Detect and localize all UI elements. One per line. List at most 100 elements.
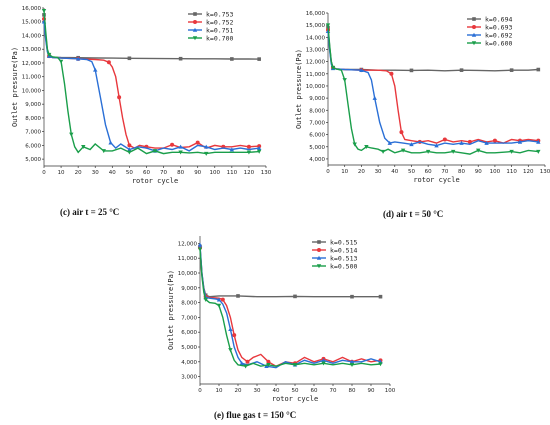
data-point [195, 140, 200, 145]
x-tick-label: 130 [261, 170, 272, 176]
data-point [228, 348, 233, 353]
legend-marker [193, 20, 197, 24]
legend-entry: k=0.500 [330, 262, 357, 270]
data-point [359, 67, 364, 72]
x-tick-label: 40 [109, 170, 116, 176]
y-axis-label: Outlet pressure(Pa) [167, 270, 175, 350]
data-point [372, 95, 377, 100]
data-point [170, 142, 175, 147]
data-point [536, 149, 541, 154]
series-line [43, 10, 260, 155]
data-point [41, 8, 47, 13]
series-k=0.692 [325, 29, 541, 148]
y-tick-label: 16,000 [306, 11, 326, 17]
data-point [292, 362, 298, 367]
data-point [152, 149, 158, 154]
x-tick-label: 20 [235, 388, 242, 394]
x-tick-label: 110 [506, 169, 517, 175]
data-point [246, 144, 251, 149]
series-k=0.600 [325, 23, 541, 155]
x-tick-label: 60 [425, 169, 432, 175]
y-tick-label: 6,000 [25, 143, 41, 149]
data-point [204, 144, 209, 149]
data-point [204, 151, 209, 156]
x-tick-label: 30 [254, 388, 261, 394]
x-tick-label: 70 [441, 169, 448, 175]
data-point [325, 23, 331, 28]
y-tick-label: 12,000 [22, 61, 42, 67]
x-tick-label: 0 [198, 388, 202, 394]
data-point [380, 149, 386, 154]
data-point [178, 56, 183, 61]
data-point [197, 247, 203, 252]
y-tick-label: 16,000 [22, 6, 42, 12]
data-point [400, 148, 406, 153]
chart-c: 5,000 6,000 7,000 8,000 9,000 10,000 11,000 12,… [11, 6, 272, 217]
data-point [509, 68, 514, 72]
data-point [108, 140, 113, 145]
x-tick-label: 100 [385, 388, 396, 394]
x-tick-label: 80 [177, 170, 184, 176]
data-point [93, 67, 98, 72]
y-tick-label: 3,000 [181, 375, 197, 381]
data-point [216, 297, 222, 302]
data-point [389, 71, 394, 76]
legend-marker [316, 264, 322, 269]
data-point [492, 138, 497, 143]
y-tick-label: 10,000 [306, 84, 326, 90]
data-point [442, 137, 447, 142]
y-tick-label: 6,000 [309, 133, 325, 139]
data-point [509, 149, 514, 154]
y-tick-label: 12,000 [178, 241, 198, 247]
legend-entry: k=0.515 [330, 238, 357, 246]
legend-marker [317, 248, 321, 252]
data-point [101, 149, 106, 154]
x-tick-label: 0 [42, 170, 46, 176]
data-point [256, 145, 262, 150]
data-point [536, 139, 541, 144]
data-point [536, 67, 541, 72]
legend-entry: k=0.694 [485, 15, 512, 23]
y-tick-label: 14,000 [22, 33, 42, 39]
series-line [327, 31, 539, 147]
data-point [69, 132, 74, 137]
x-tick-label: 10 [58, 170, 65, 176]
x-tick-label: 50 [292, 388, 299, 394]
data-point [229, 147, 235, 152]
x-tick-label: 100 [210, 170, 221, 176]
y-tick-label: 13,000 [306, 47, 326, 53]
y-tick-label: 9,000 [181, 286, 197, 292]
x-tick-label: 90 [368, 388, 375, 394]
data-point [352, 142, 357, 147]
series-line [199, 249, 381, 367]
data-point [434, 143, 439, 148]
data-point [349, 359, 355, 364]
x-tick-label: 80 [458, 169, 465, 175]
x-tick-label: 120 [244, 170, 255, 176]
y-tick-label: 5,000 [309, 145, 325, 151]
series-line [199, 247, 381, 367]
legend-entry: k=0.692 [485, 31, 512, 39]
data-point [127, 143, 132, 148]
data-point [127, 147, 132, 152]
data-point [46, 52, 52, 57]
data-point [409, 142, 414, 147]
x-axis-label: rotor cycle [272, 395, 318, 403]
data-point [387, 140, 392, 145]
data-point [81, 144, 86, 149]
y-tick-label: 4,000 [181, 360, 197, 366]
legend-entry: k=0.693 [485, 23, 512, 31]
x-tick-label: 10 [216, 388, 223, 394]
data-point [178, 150, 183, 155]
y-tick-label: 12,000 [306, 60, 326, 66]
chart-e: 3,000 4,000 5,000 6,000 7,000 8,000 9,000 10,00… [167, 236, 396, 420]
y-tick-label: 11,000 [22, 75, 42, 81]
x-tick-label: 60 [143, 170, 150, 176]
x-tick-label: 110 [227, 170, 238, 176]
y-tick-label: 10,000 [178, 271, 198, 277]
data-point [220, 297, 225, 302]
data-point [256, 149, 262, 154]
